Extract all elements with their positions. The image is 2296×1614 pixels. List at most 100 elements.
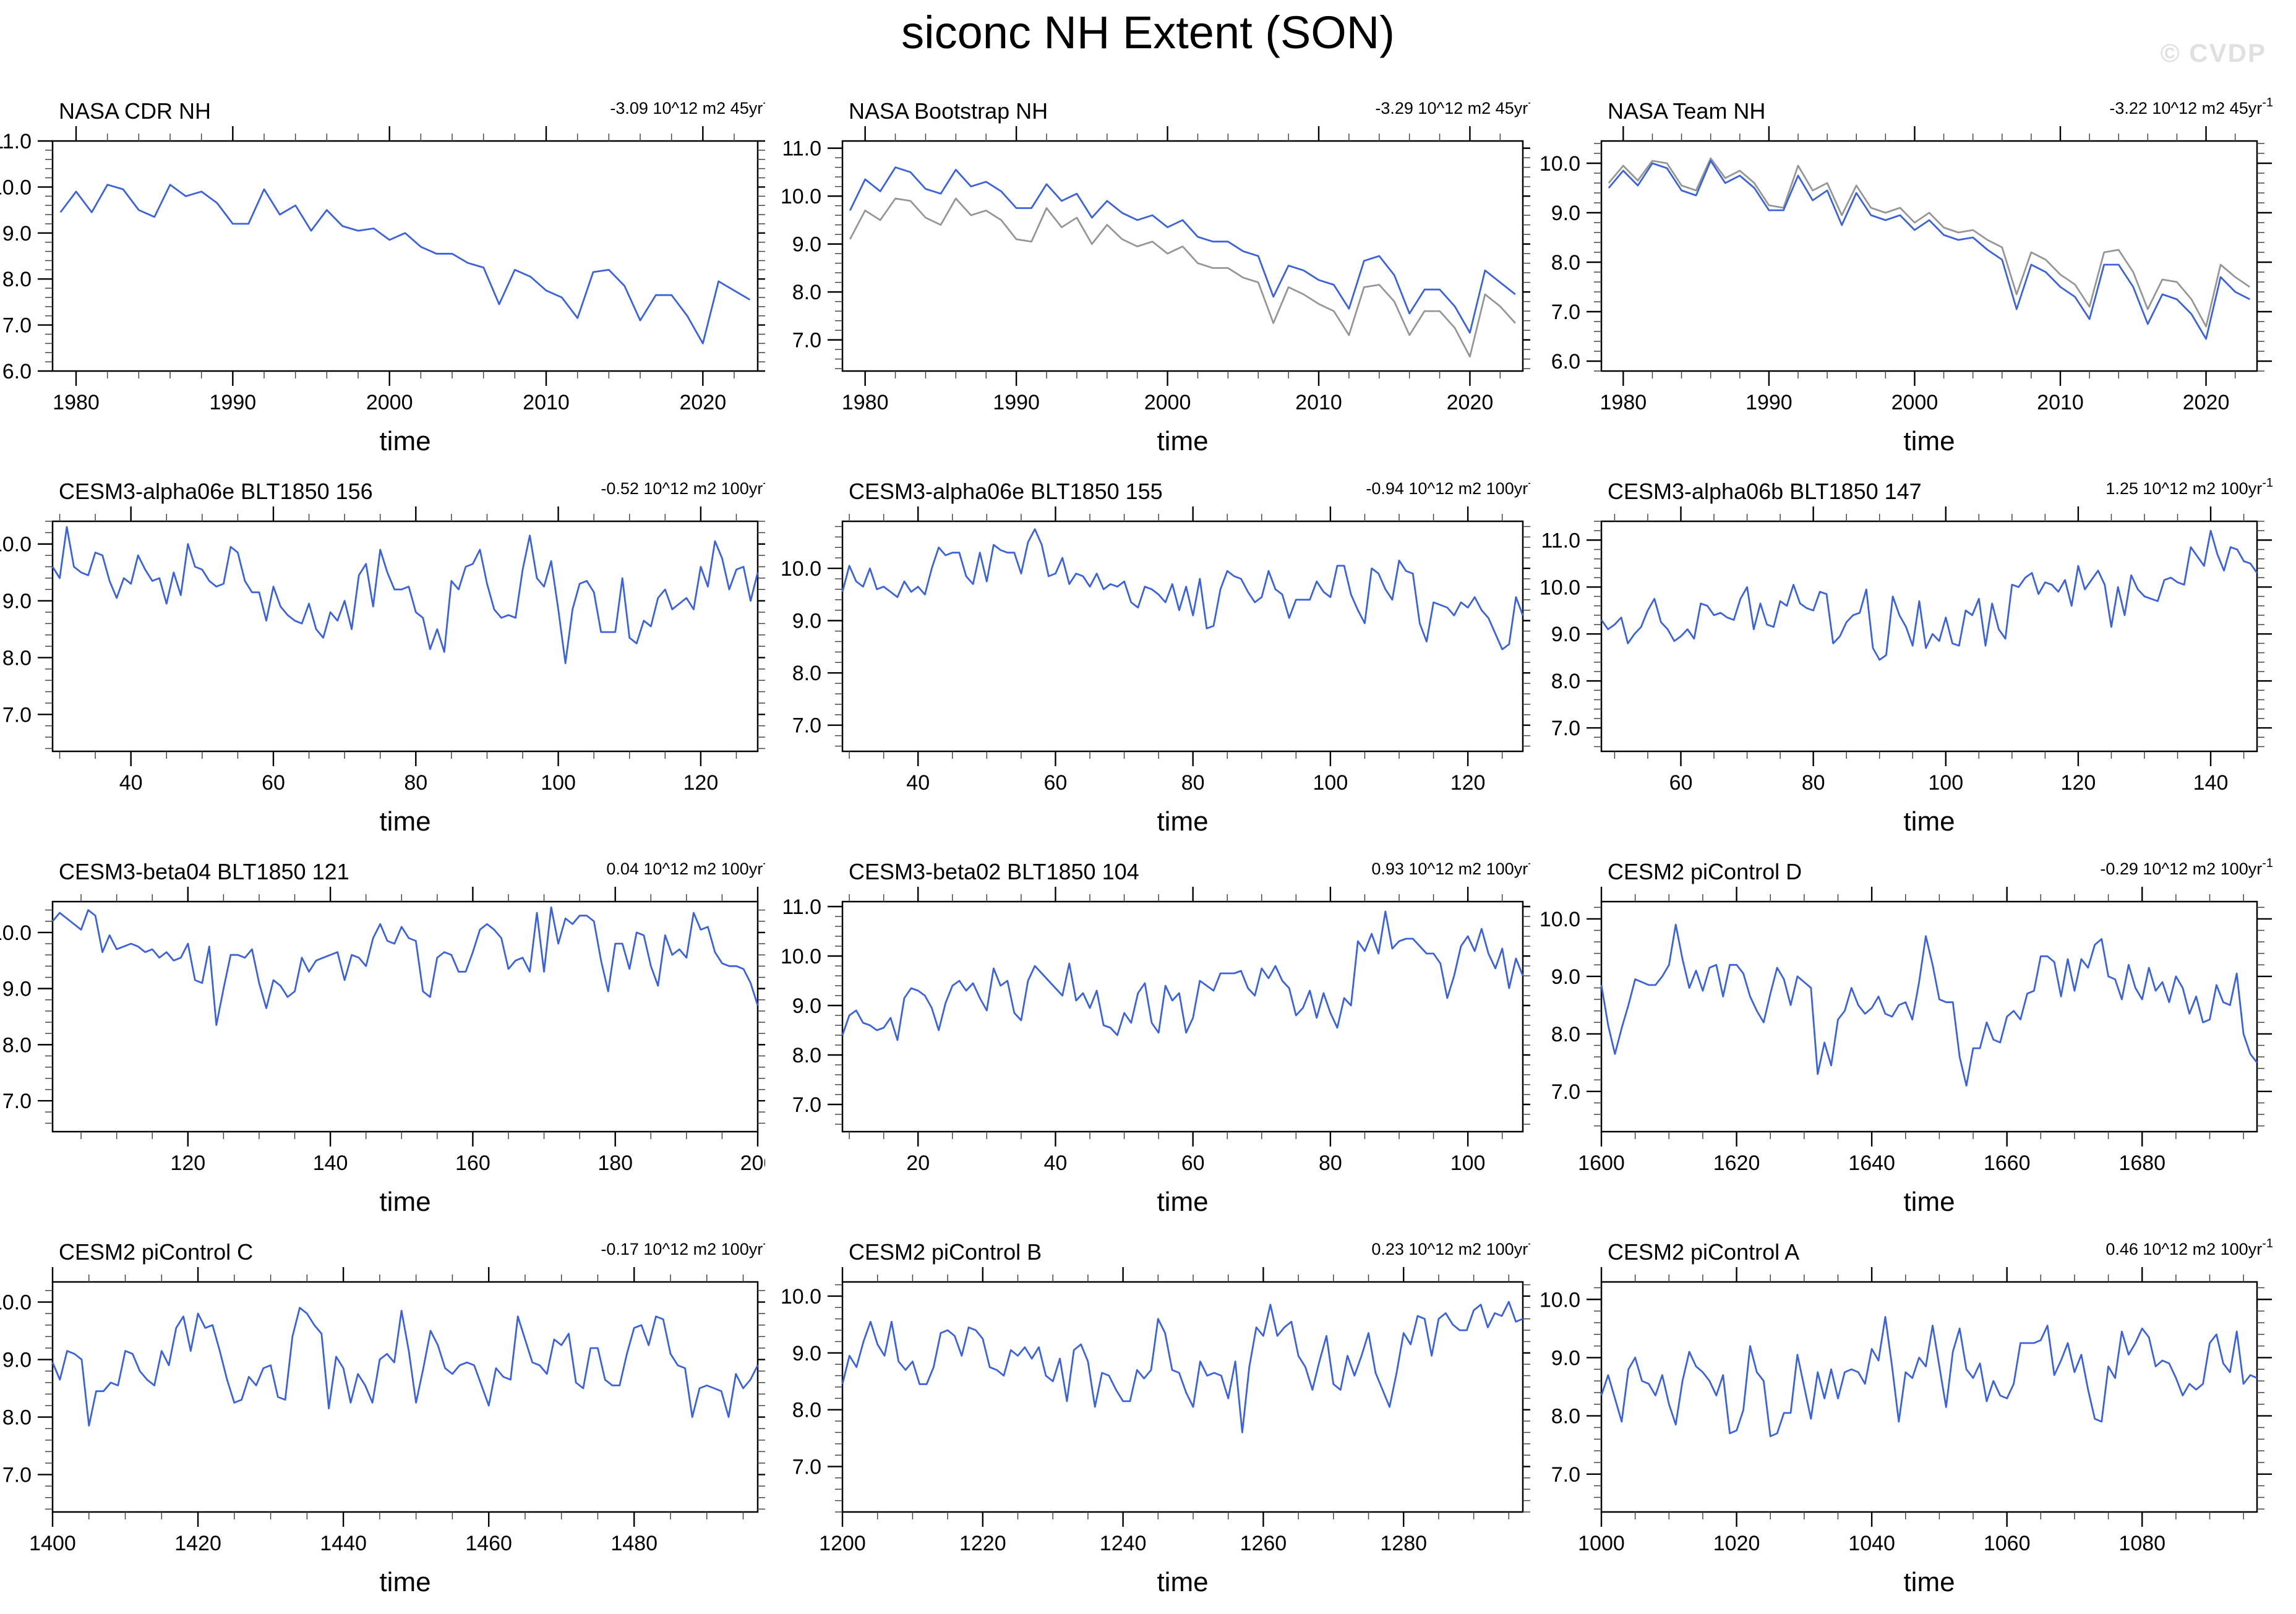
- axis-time-label: time: [379, 1567, 430, 1597]
- axis-time-label: time: [1157, 806, 1208, 837]
- x-tick-label: 100: [1313, 771, 1348, 795]
- x-tick-label: 120: [683, 771, 719, 795]
- cvdp-watermark: © CVDP: [2160, 38, 2266, 67]
- x-tick-label: 120: [170, 1151, 205, 1175]
- y-tick-label: 8.0: [1551, 1023, 1580, 1046]
- axis-time-label: time: [1903, 426, 1955, 456]
- y-tick-label: 9.0: [1551, 1346, 1580, 1370]
- x-tick-label: 1280: [1380, 1532, 1427, 1555]
- axis-time-label: time: [379, 806, 430, 837]
- panel-cell: 1600 1620 1640 1660 1680 7.0 8.0 9.0 10.0 CESM2 p…: [1530, 847, 2295, 1228]
- y-tick-label: 8.0: [2, 268, 32, 291]
- x-tick-label: 2010: [1295, 391, 1342, 414]
- panel-trend-label: -0.52 10^12 m2 100yr-1: [601, 476, 765, 498]
- plot-box: [841, 140, 1524, 372]
- y-tick-label: 10.0: [0, 176, 32, 199]
- panel-chart-svg: 20 40 60 80 100 7.0 8.0 9.0 10.0 11.0 CESM3-beta02…: [781, 856, 1539, 1217]
- panel-chart-svg: 40 60 80 100 120 7.0 8.0 9.0 10.0 CESM3-alpha06e …: [0, 476, 774, 837]
- x-tick-label: 1640: [1848, 1151, 1895, 1175]
- panel-cell: 1200 1220 1240 1260 1280 7.0 8.0 9.0 10.0 CESM2 p…: [765, 1228, 1539, 1608]
- panel-title: NASA Team NH: [1608, 98, 1765, 124]
- y-tick-label: 10.0: [1540, 1288, 1580, 1312]
- panel-trend-label: 0.23 10^12 m2 100yr-1: [1371, 1237, 1530, 1258]
- plot-box: [51, 520, 759, 753]
- x-tick-label: 1990: [1746, 391, 1793, 414]
- y-tick-label: 8.0: [2, 1406, 32, 1430]
- y-tick-label: 8.0: [792, 1044, 821, 1067]
- panel-cell: 20 40 60 80 100 7.0 8.0 9.0 10.0 11.0 CESM3-beta02…: [765, 847, 1539, 1228]
- y-tick-label: 7.0: [792, 1456, 821, 1479]
- panel-cell: 1980 1990 2000 2010 2020 6.0 7.0 8.0 9.0 10.0 11.0…: [0, 87, 774, 467]
- panel-trend-label: -0.17 10^12 m2 100yr-1: [601, 1237, 765, 1258]
- x-tick-label: 2020: [1447, 391, 1494, 414]
- y-tick-label: 10.0: [781, 945, 821, 968]
- y-tick-label: 7.0: [1551, 1463, 1580, 1487]
- panel-title: CESM3-alpha06e BLT1850 156: [59, 479, 373, 504]
- y-tick-label: 10.0: [781, 1285, 821, 1309]
- plot-box: [1600, 900, 2258, 1133]
- panel-trend-label: -0.29 10^12 m2 100yr-1: [2100, 856, 2273, 878]
- panel-title: CESM2 piControl C: [59, 1239, 253, 1265]
- y-tick-label: 8.0: [792, 662, 821, 685]
- y-tick-label: 11.0: [782, 895, 821, 919]
- y-tick-label: 7.0: [1551, 717, 1580, 740]
- panel-chart-svg: 1980 1990 2000 2010 2020 6.0 7.0 8.0 9.0 10.0 11.0…: [0, 96, 774, 456]
- panel-chart-svg: 1980 1990 2000 2010 2020 7.0 8.0 9.0 10.0 11.0 NAS…: [781, 96, 1539, 456]
- panel-title: CESM3-beta02 BLT1850 104: [849, 859, 1139, 884]
- y-tick-label: 9.0: [2, 590, 32, 613]
- panel-cell: 1400 1420 1440 1460 1480 7.0 8.0 9.0 10.0 CESM2 p…: [0, 1228, 774, 1608]
- panel-trend-label: -0.94 10^12 m2 100yr-1: [1366, 476, 1530, 498]
- x-tick-label: 1990: [993, 391, 1040, 414]
- panel-cell: 40 60 80 100 120 7.0 8.0 9.0 10.0 CESM3-alpha06e …: [0, 467, 774, 847]
- panel-chart-svg: 120 140 160 180 200 7.0 8.0 9.0 10.0 CESM3-beta04…: [0, 856, 775, 1217]
- y-tick-label: 10.0: [781, 185, 821, 208]
- charts-grid: 1980 1990 2000 2010 2020 6.0 7.0 8.0 9.0 10.0 11.0…: [0, 87, 2296, 1608]
- y-tick-label: 7.0: [2, 1090, 32, 1113]
- panel-chart-svg: 1980 1990 2000 2010 2020 6.0 7.0 8.0 9.0 10.0 NASA…: [1540, 96, 2273, 456]
- x-tick-label: 1200: [819, 1532, 866, 1555]
- y-tick-label: 7.0: [792, 1093, 821, 1117]
- y-tick-label: 7.0: [2, 1464, 32, 1487]
- panel-chart-svg: 1600 1620 1640 1660 1680 7.0 8.0 9.0 10.0 CESM2 p…: [1540, 856, 2273, 1217]
- page-title: siconc NH Extent (SON): [901, 7, 1395, 58]
- series-line-primary: [1608, 160, 2250, 340]
- x-tick-label: 100: [1928, 771, 1963, 795]
- x-tick-label: 120: [2061, 771, 2096, 795]
- x-tick-label: 1480: [610, 1532, 658, 1555]
- x-tick-label: 80: [1319, 1151, 1342, 1175]
- plot-box: [841, 520, 1524, 753]
- x-tick-label: 1980: [1600, 391, 1647, 414]
- y-tick-label: 9.0: [1551, 202, 1580, 225]
- y-tick-label: 9.0: [2, 1349, 32, 1372]
- series-line-primary: [51, 526, 759, 665]
- y-tick-label: 6.0: [1551, 350, 1580, 374]
- series-line-primary: [1600, 1316, 2258, 1438]
- x-tick-label: 2020: [2183, 391, 2230, 414]
- x-tick-label: 200: [740, 1151, 765, 1175]
- panel-trend-label: 0.46 10^12 m2 100yr-1: [2105, 1237, 2273, 1258]
- y-tick-label: 8.0: [2, 1033, 32, 1057]
- x-tick-label: 1060: [1984, 1532, 2031, 1555]
- panel-chart-svg: 40 60 80 100 120 7.0 8.0 9.0 10.0 CESM3-alpha06e …: [781, 476, 1539, 837]
- panel-title: CESM3-alpha06e BLT1850 155: [849, 479, 1163, 504]
- x-tick-label: 2000: [1144, 391, 1191, 414]
- y-tick-label: 9.0: [1551, 965, 1580, 989]
- panel-trend-label: 1.25 10^12 m2 100yr-1: [2105, 476, 2273, 498]
- y-tick-label: 8.0: [1551, 1405, 1580, 1428]
- x-tick-label: 100: [1450, 1151, 1486, 1175]
- panel-cell: 120 140 160 180 200 7.0 8.0 9.0 10.0 CESM3-beta04…: [0, 847, 775, 1228]
- panel-cell: 60 80 100 120 140 7.0 8.0 9.0 10.0 11.0 CESM3-alph…: [1530, 467, 2295, 847]
- x-tick-label: 80: [404, 771, 427, 795]
- y-tick-label: 7.0: [792, 714, 821, 738]
- x-tick-label: 120: [1450, 771, 1486, 795]
- panel-title: CESM2 piControl B: [849, 1239, 1042, 1265]
- y-tick-label: 10.0: [1540, 152, 1580, 176]
- y-tick-label: 11.0: [0, 130, 32, 153]
- x-tick-label: 1240: [1100, 1532, 1147, 1555]
- x-tick-label: 2010: [2037, 391, 2084, 414]
- series-line-secondary: [1608, 157, 2250, 328]
- x-tick-label: 1620: [1713, 1151, 1760, 1175]
- plot-box: [51, 140, 759, 372]
- panel-chart-svg: 60 80 100 120 140 7.0 8.0 9.0 10.0 11.0 CESM3-alph…: [1540, 476, 2273, 837]
- y-tick-label: 7.0: [2, 314, 32, 338]
